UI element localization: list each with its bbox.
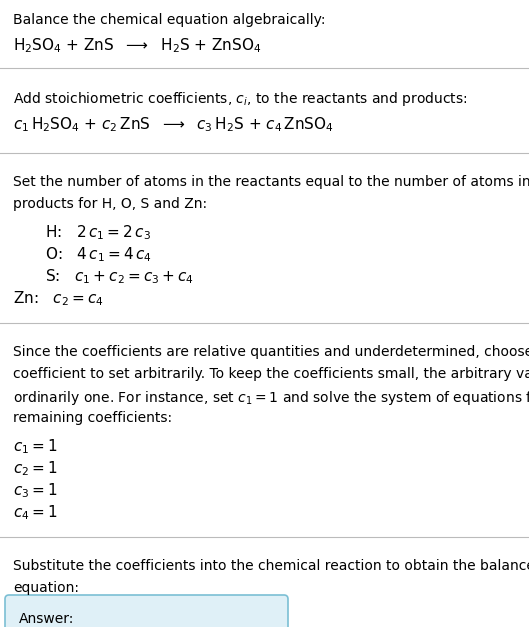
Text: remaining coefficients:: remaining coefficients: (13, 411, 172, 425)
Text: $c_4 = 1$: $c_4 = 1$ (13, 503, 58, 522)
Text: H:   $2\,c_1 = 2\,c_3$: H: $2\,c_1 = 2\,c_3$ (45, 223, 151, 241)
Text: equation:: equation: (13, 581, 79, 595)
Text: O:   $4\,c_1 = 4\,c_4$: O: $4\,c_1 = 4\,c_4$ (45, 245, 152, 264)
Text: S:   $c_1 + c_2 = c_3 + c_4$: S: $c_1 + c_2 = c_3 + c_4$ (45, 267, 194, 286)
Text: $\mathrm{H_2SO_4}$ $+$ $\mathrm{ZnS}$  $\longrightarrow$  $\mathrm{H_2S}$ $+$ $\: $\mathrm{H_2SO_4}$ $+$ $\mathrm{ZnS}$ $\… (13, 36, 261, 55)
Text: coefficient to set arbitrarily. To keep the coefficients small, the arbitrary va: coefficient to set arbitrarily. To keep … (13, 367, 529, 381)
Text: ordinarily one. For instance, set $c_1 = 1$ and solve the system of equations fo: ordinarily one. For instance, set $c_1 =… (13, 389, 529, 407)
Text: Zn:   $c_2 = c_4$: Zn: $c_2 = c_4$ (13, 289, 104, 308)
Text: $c_2 = 1$: $c_2 = 1$ (13, 459, 58, 478)
Text: products for H, O, S and Zn:: products for H, O, S and Zn: (13, 197, 207, 211)
Text: Since the coefficients are relative quantities and underdetermined, choose a: Since the coefficients are relative quan… (13, 345, 529, 359)
Text: Answer:: Answer: (19, 612, 75, 626)
Text: Set the number of atoms in the reactants equal to the number of atoms in the: Set the number of atoms in the reactants… (13, 175, 529, 189)
Text: $c_1\,\mathrm{H_2SO_4}$ $+$ $c_2\,\mathrm{ZnS}$  $\longrightarrow$  $c_3\,\mathr: $c_1\,\mathrm{H_2SO_4}$ $+$ $c_2\,\mathr… (13, 115, 334, 134)
Text: Add stoichiometric coefficients, $c_i$, to the reactants and products:: Add stoichiometric coefficients, $c_i$, … (13, 90, 468, 108)
Text: $c_1 = 1$: $c_1 = 1$ (13, 437, 58, 456)
Text: Balance the chemical equation algebraically:: Balance the chemical equation algebraica… (13, 13, 325, 27)
Text: Substitute the coefficients into the chemical reaction to obtain the balanced: Substitute the coefficients into the che… (13, 559, 529, 573)
Text: $c_3 = 1$: $c_3 = 1$ (13, 481, 58, 500)
FancyBboxPatch shape (5, 595, 288, 627)
